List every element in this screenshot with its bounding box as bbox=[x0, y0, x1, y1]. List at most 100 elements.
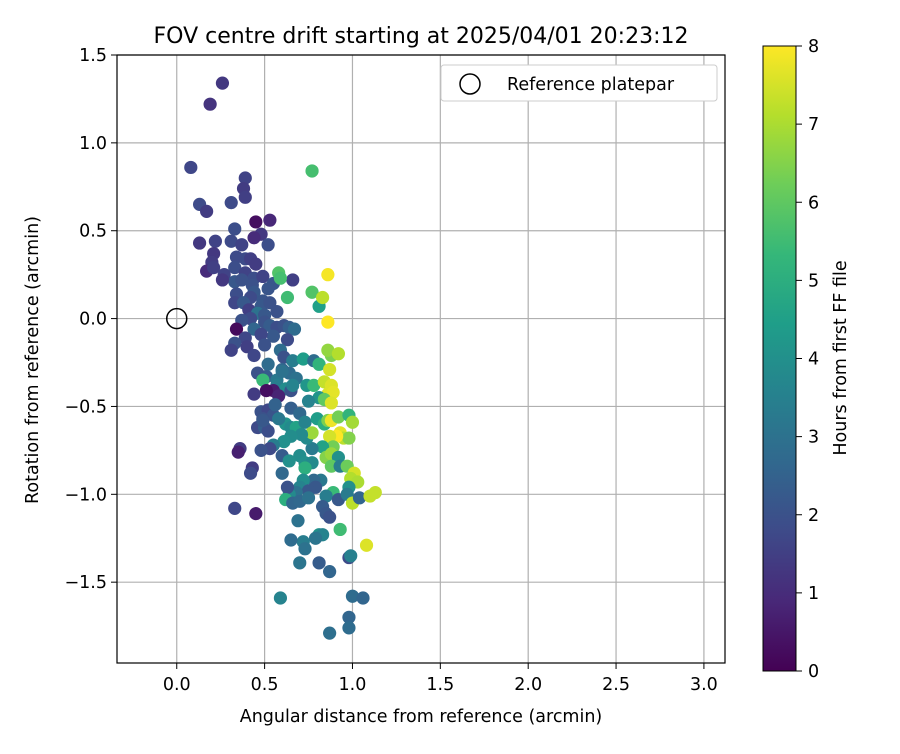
scatter-point bbox=[296, 352, 310, 366]
colorbar-tick-label: 1 bbox=[808, 584, 819, 604]
scatter-point bbox=[228, 501, 242, 515]
x-tick-label: 1.0 bbox=[339, 675, 367, 695]
x-tick-label: 0.5 bbox=[251, 675, 279, 695]
x-axis-label: Angular distance from reference (arcmin) bbox=[240, 707, 603, 727]
scatter-point bbox=[345, 415, 360, 429]
scatter-point bbox=[333, 522, 347, 537]
scatter-point bbox=[240, 340, 254, 354]
scatter-point bbox=[275, 466, 289, 480]
scatter-point bbox=[224, 343, 238, 357]
reference-platepar-marker bbox=[165, 307, 188, 330]
y-tick-label: −0.5 bbox=[65, 397, 108, 417]
scatter-point bbox=[208, 234, 223, 248]
y-tick-label: 1.5 bbox=[79, 46, 107, 66]
colorbar-tick-label: 2 bbox=[808, 506, 819, 526]
axis-ticks: 0.0 0.5 1.0 1.5 2.0 2.5 3.0 −1.5 −1.0 −0.5 0.0 0.5 1… bbox=[65, 46, 718, 695]
scatter-point bbox=[305, 164, 319, 178]
scatter-point bbox=[263, 213, 277, 227]
scatter-point bbox=[263, 296, 277, 310]
colorbar-tick-label: 8 bbox=[808, 37, 819, 57]
x-tick-label: 0.0 bbox=[163, 675, 191, 695]
x-tick-label: 3.0 bbox=[690, 675, 718, 695]
scatter-point bbox=[324, 396, 338, 410]
scatter-point bbox=[326, 385, 340, 399]
colorbar: Hours from first FF file 0 1 2 3 4 5 6 7 8 bbox=[762, 37, 851, 682]
colorbar-tick-label: 6 bbox=[808, 193, 819, 213]
y-tick-label: 0.0 bbox=[79, 310, 107, 330]
scatter-point bbox=[323, 362, 337, 377]
scatter-point bbox=[315, 290, 330, 305]
legend-box bbox=[440, 64, 718, 102]
scatter-point bbox=[224, 234, 238, 248]
scatter-point bbox=[305, 426, 319, 440]
scatter-point bbox=[249, 257, 263, 271]
scatter-point bbox=[301, 394, 316, 408]
scatter-point bbox=[308, 531, 323, 545]
scatter-point bbox=[261, 282, 275, 296]
scatter-point bbox=[224, 196, 238, 210]
scatter-point bbox=[238, 190, 252, 204]
scatter-point bbox=[291, 514, 305, 528]
scatter-point bbox=[256, 373, 270, 387]
scatter-point bbox=[301, 491, 316, 505]
scatter-point bbox=[256, 269, 270, 284]
y-tick-label: 0.5 bbox=[79, 222, 107, 242]
scatter-point bbox=[258, 338, 272, 352]
scatter-point bbox=[293, 556, 307, 570]
scatter-point bbox=[282, 454, 296, 468]
y-axis-label: Rotation from reference (arcmin) bbox=[23, 216, 43, 504]
scatter-point bbox=[286, 378, 300, 392]
scatter-point bbox=[287, 322, 302, 336]
scatter-point bbox=[261, 238, 275, 252]
scatter-points bbox=[165, 76, 382, 640]
scatter-point bbox=[261, 424, 275, 438]
scatter-point bbox=[266, 329, 280, 343]
scatter-point bbox=[352, 491, 367, 505]
legend: Reference platepar bbox=[440, 64, 718, 102]
scatter-point bbox=[323, 565, 337, 579]
scatter-point bbox=[275, 364, 289, 378]
scatter-point bbox=[323, 429, 337, 443]
scatter-point bbox=[323, 510, 337, 524]
scatter-point bbox=[270, 304, 284, 319]
scatter-point bbox=[321, 315, 335, 329]
scatter-point bbox=[323, 626, 337, 640]
colorbar-gradient bbox=[762, 45, 797, 672]
x-tick-label: 2.5 bbox=[602, 675, 630, 695]
scatter-point bbox=[312, 357, 326, 371]
scatter-point bbox=[280, 290, 295, 305]
scatter-point bbox=[298, 542, 312, 556]
scatter-point bbox=[286, 273, 300, 287]
colorbar-tick-label: 4 bbox=[808, 350, 819, 370]
plot-area bbox=[116, 54, 726, 664]
scatter-point bbox=[215, 76, 230, 90]
scatter-point bbox=[342, 610, 356, 624]
x-tick-label: 2.0 bbox=[514, 675, 542, 695]
scatter-point bbox=[243, 466, 258, 480]
colorbar-label: Hours from first FF file bbox=[831, 260, 851, 455]
scatter-point bbox=[305, 442, 319, 456]
colorbar-tick-label: 5 bbox=[808, 271, 819, 291]
y-tick-label: −1.5 bbox=[65, 573, 108, 593]
scatter-point bbox=[284, 533, 298, 547]
scatter-point bbox=[249, 507, 263, 521]
legend-label: Reference platepar bbox=[507, 75, 675, 95]
scatter-point bbox=[331, 410, 346, 424]
scatter-point bbox=[359, 538, 374, 552]
scatter-point bbox=[249, 215, 263, 229]
scatter-point bbox=[321, 343, 335, 357]
scatter-point bbox=[280, 480, 295, 494]
scatter-point bbox=[256, 413, 270, 428]
scatter-point bbox=[238, 171, 252, 185]
scatter-point bbox=[331, 347, 346, 361]
grid bbox=[117, 54, 725, 663]
scatter-point bbox=[203, 97, 217, 111]
scatter-point bbox=[342, 431, 356, 445]
scatter-point bbox=[254, 443, 268, 457]
scatter-point bbox=[342, 621, 356, 635]
colorbar-tick-label: 3 bbox=[808, 428, 819, 448]
scatter-point bbox=[231, 445, 245, 459]
scatter-point bbox=[368, 485, 382, 500]
